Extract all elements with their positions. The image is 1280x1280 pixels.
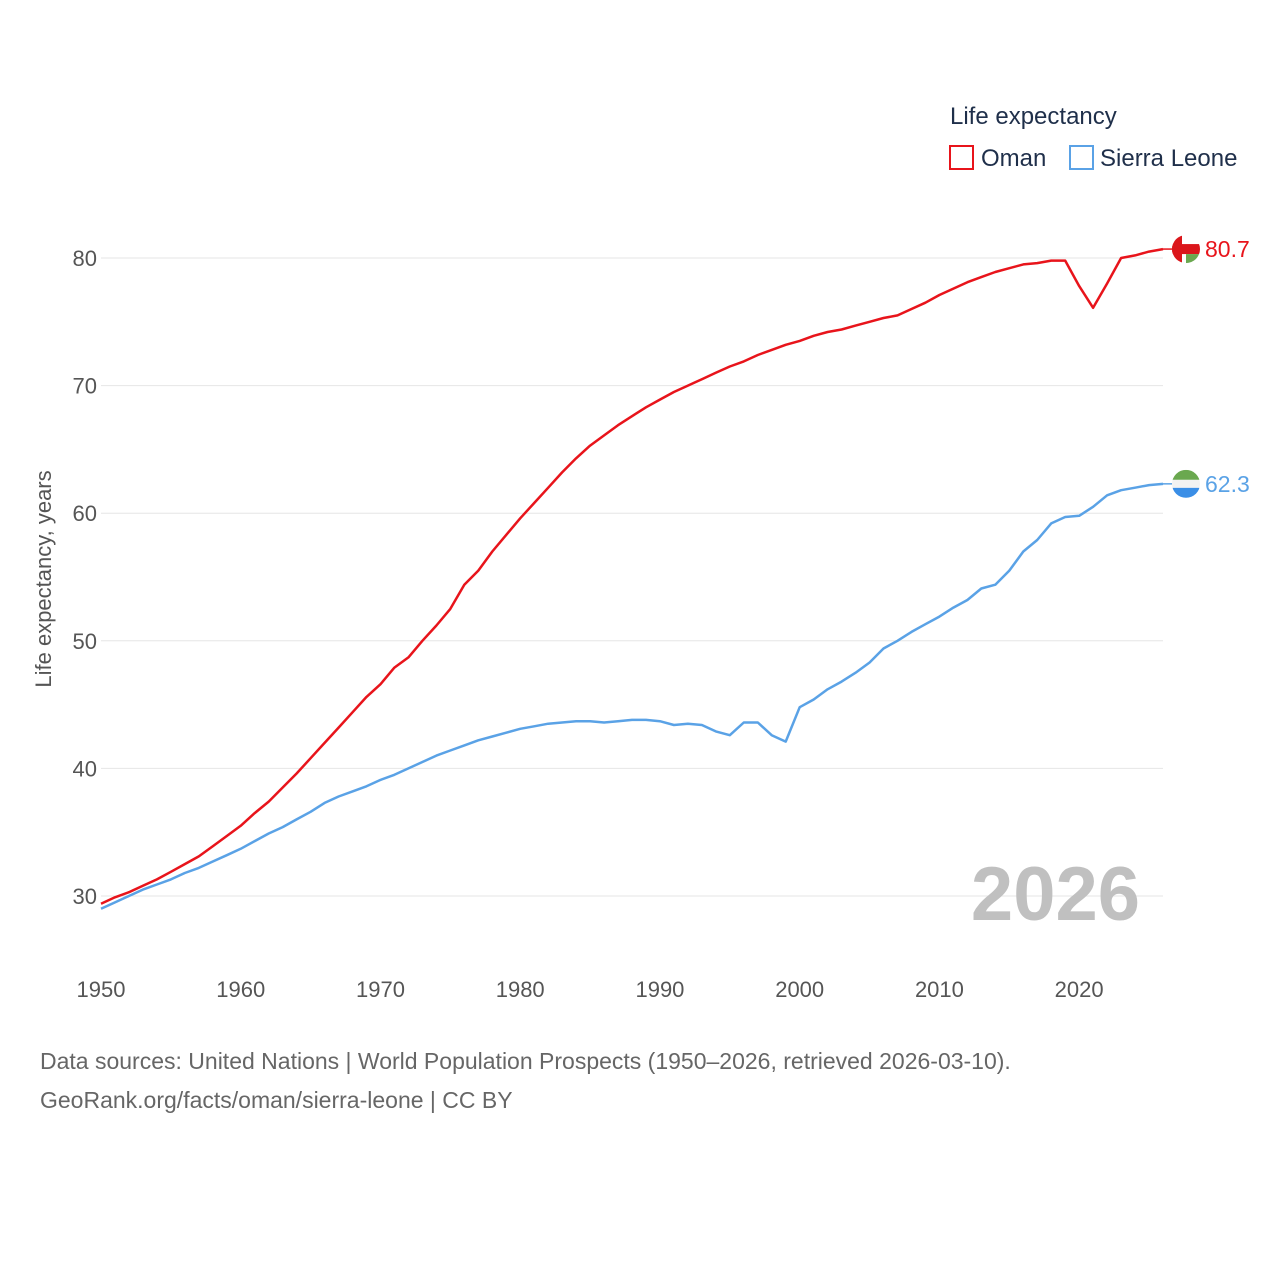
x-tick-label-1990: 1990: [635, 977, 684, 1002]
x-tick-label-1980: 1980: [496, 977, 545, 1002]
source-line-1: Data sources: United Nations | World Pop…: [40, 1048, 1011, 1074]
y-axis-label: Life expectancy, years: [31, 470, 56, 687]
x-tick-label-2020: 2020: [1055, 977, 1104, 1002]
y-tick-label-50: 50: [73, 629, 97, 654]
x-tick-label-1970: 1970: [356, 977, 405, 1002]
axes: 30 40 50 60 70 80 1950 1960 1970 1980 1990 2000 2010…: [73, 246, 1104, 1002]
y-tick-label-80: 80: [73, 246, 97, 271]
y-tick-label-30: 30: [73, 884, 97, 909]
legend: Life expectancy Oman Sierra Leone: [949, 103, 1237, 172]
end-value-label-oman: 80.7: [1205, 236, 1250, 262]
series: [100, 247, 1164, 910]
series-line-sierra-leone[interactable]: [100, 482, 1164, 910]
oman-flag: [1172, 235, 1200, 264]
legend-title: Life expectancy: [950, 103, 1117, 130]
source-line-2: GeoRank.org/facts/oman/sierra-leone | CC…: [40, 1087, 513, 1113]
y-tick-label-60: 60: [73, 501, 97, 526]
y-tick-label-70: 70: [73, 374, 97, 399]
series-line-oman[interactable]: [100, 247, 1164, 905]
legend-swatch-oman[interactable]: [949, 145, 974, 170]
legend-swatch-sierra-leone[interactable]: [1069, 145, 1094, 170]
x-tick-label-2010: 2010: [915, 977, 964, 1002]
current-year-watermark: 2026: [971, 852, 1140, 937]
x-tick-label-1950: 1950: [77, 977, 126, 1002]
data-source-note: Data sources: United Nations | World Pop…: [40, 1042, 1240, 1120]
legend-label-oman[interactable]: Oman: [981, 145, 1046, 172]
x-tick-label-1960: 1960: [216, 977, 265, 1002]
legend-label-sierra-leone[interactable]: Sierra Leone: [1100, 145, 1237, 172]
x-tick-label-2000: 2000: [775, 977, 824, 1002]
grid: [101, 257, 1163, 897]
end-value-label-sierra-leone: 62.3: [1205, 471, 1250, 497]
end-labels: 80.7 62.3: [1163, 235, 1250, 498]
sierra-leone-flag: [1172, 469, 1200, 498]
y-tick-label-40: 40: [73, 756, 97, 781]
